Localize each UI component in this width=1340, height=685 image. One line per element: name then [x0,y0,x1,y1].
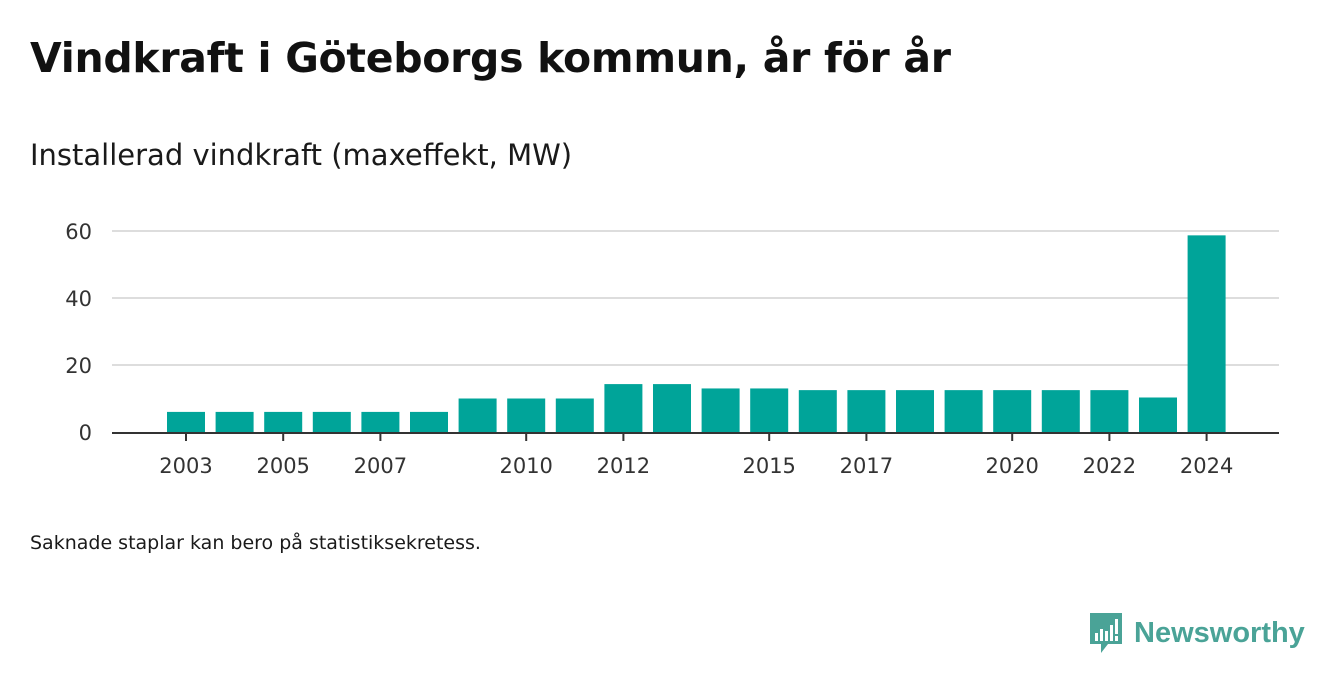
y-tick-label-60: 60 [65,220,92,244]
brand-name: Newsworthy [1134,616,1305,649]
x-tick-label-2012: 2012 [597,454,650,478]
bar-2009 [458,398,497,432]
bar-2018 [896,390,934,432]
bar-2015 [750,388,789,432]
bar-2024 [1187,235,1226,432]
bar-2003 [167,411,205,432]
y-tick-label-20: 20 [65,354,92,378]
page-title: Vindkraft i Göteborgs kommun, år för år [30,34,951,82]
bar-2016 [798,390,837,432]
y-tick-label-0: 0 [79,421,92,445]
footnote: Saknade staplar kan bero på statistiksek… [30,532,481,554]
bar-2007 [361,411,400,432]
x-tick-label-2007: 2007 [354,454,407,478]
bar-2005 [264,411,303,432]
y-tick-label-40: 40 [65,287,92,311]
bars [167,235,1226,432]
bar-2014 [701,388,740,432]
grid-lines [112,230,1279,366]
bar-chart: 0 20 40 60 2003 2005 2007 2010 2012 2015 2017 2020 2… [65,220,1279,478]
bar-2020 [993,390,1032,432]
axes [112,432,1279,441]
x-tick-label-2005: 2005 [256,454,309,478]
bar-2010 [507,398,546,432]
bar-2021 [1041,390,1080,432]
bar-2008 [410,411,448,432]
bar-2013 [653,384,691,432]
tick-labels: 0 20 40 60 2003 2005 2007 2010 2012 2015 2017 2020 2… [65,220,1233,478]
x-tick-label-2017: 2017 [840,454,893,478]
bar-2004 [215,411,254,432]
bar-2022 [1090,390,1129,432]
bar-2011 [555,398,594,432]
bar-2006 [312,411,351,432]
brand[interactable]: Newsworthy [1088,611,1305,655]
x-tick-label-2003: 2003 [159,454,212,478]
bar-2023 [1139,397,1177,432]
x-tick-label-2010: 2010 [499,454,552,478]
x-tick-label-2024: 2024 [1180,454,1233,478]
x-tick-label-2020: 2020 [985,454,1038,478]
bar-2019 [944,390,983,432]
bar-2017 [847,390,886,432]
newsworthy-logo-icon [1090,613,1122,653]
x-tick-label-2022: 2022 [1083,454,1136,478]
chart-subtitle: Installerad vindkraft (maxeffekt, MW) [30,138,573,172]
x-tick-label-2015: 2015 [742,454,795,478]
bar-2012 [604,384,643,432]
